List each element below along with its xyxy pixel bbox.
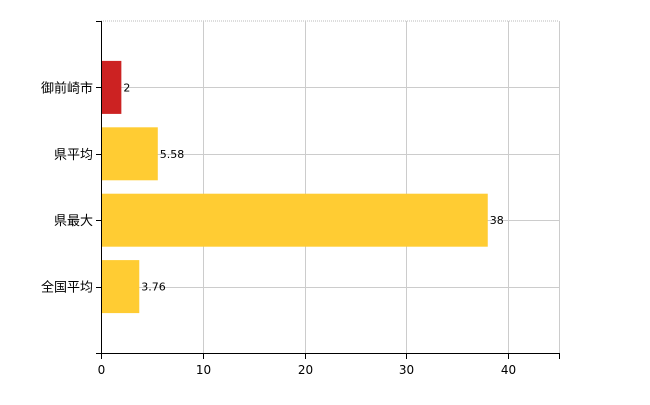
bar-3: [101, 193, 488, 247]
data-label-4: 3.76: [141, 281, 166, 294]
data-label-1: 2: [123, 81, 130, 94]
axes: [96, 21, 560, 359]
x-tick-label-40: 40: [501, 363, 516, 377]
x-tick-label-30: 30: [399, 363, 414, 377]
x-tick-label-20: 20: [298, 363, 313, 377]
category-label-1: 御前崎市: [41, 80, 93, 96]
x-tick-label-0: 0: [98, 363, 106, 377]
data-label-3: 38: [490, 214, 504, 227]
category-label-2: 県平均: [54, 148, 93, 163]
category-label-4: 全国平均: [41, 280, 93, 296]
x-tick-label-10: 10: [196, 363, 211, 377]
gridlines: [101, 20, 560, 353]
bar-4: [101, 260, 140, 314]
bars: [101, 60, 488, 314]
bar-1: [101, 60, 122, 114]
labels: 2 御前崎市 5.58 県平均 38 県最大 3.76 全国平均 0 10 20 30 40: [41, 80, 516, 377]
bar-2: [101, 127, 158, 181]
category-label-3: 県最大: [54, 214, 93, 229]
data-label-2: 5.58: [160, 148, 185, 161]
